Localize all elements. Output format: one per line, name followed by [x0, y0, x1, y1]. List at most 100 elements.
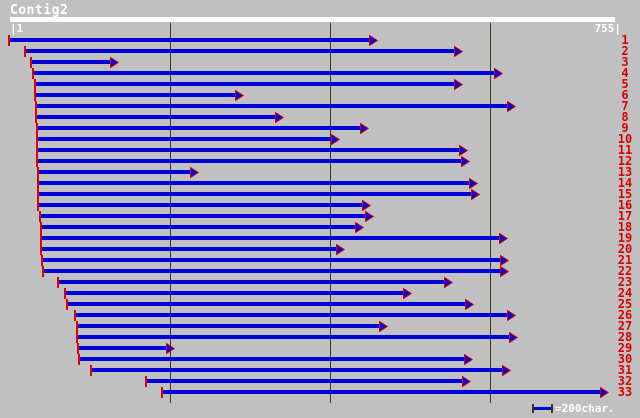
read-number: 10: [617, 132, 633, 146]
read-start-tick: [34, 79, 36, 90]
read-number: 31: [617, 363, 633, 377]
read-line: [80, 357, 466, 361]
arrowhead-icon: [464, 353, 474, 366]
arrowhead-icon: [469, 177, 479, 190]
arrowhead-icon: [235, 89, 245, 102]
read-line: [36, 93, 237, 97]
read-number: 23: [617, 275, 633, 289]
read-line: [37, 104, 509, 108]
read-line: [37, 115, 277, 119]
read-start-tick: [64, 288, 66, 299]
read-line: [38, 148, 461, 152]
read-start-tick: [24, 46, 26, 57]
arrowhead-icon: [369, 34, 379, 47]
read-start-tick: [32, 68, 34, 79]
arrowhead-icon: [507, 100, 517, 113]
read-line: [34, 71, 496, 75]
read-number: 6: [621, 88, 629, 102]
read-start-tick: [78, 354, 80, 365]
read-number: 4: [621, 66, 629, 80]
read-start-tick: [34, 90, 36, 101]
read-number: 32: [617, 374, 633, 388]
gridline: [330, 23, 331, 403]
read-number: 18: [617, 220, 633, 234]
arrowhead-icon: [459, 144, 469, 157]
read-start-tick: [36, 145, 38, 156]
arrowhead-icon: [509, 331, 519, 344]
read-line: [43, 258, 502, 262]
arrowhead-icon: [461, 155, 471, 168]
axis-end-label: 755|: [594, 22, 622, 35]
read-start-tick: [37, 178, 39, 189]
read-number: 2: [621, 44, 629, 58]
read-line: [42, 225, 357, 229]
read-start-tick: [76, 332, 78, 343]
read-number: 21: [617, 253, 633, 267]
read-number: 30: [617, 352, 633, 366]
read-start-tick: [35, 112, 37, 123]
arrowhead-icon: [336, 243, 346, 256]
arrowhead-icon: [500, 265, 510, 278]
read-line: [147, 379, 464, 383]
gridline: [490, 23, 491, 403]
read-line: [66, 291, 405, 295]
read-number: 26: [617, 308, 633, 322]
read-start-tick: [40, 244, 42, 255]
arrowhead-icon: [454, 45, 464, 58]
read-line: [42, 236, 501, 240]
read-number: 17: [617, 209, 633, 223]
read-line: [38, 137, 333, 141]
read-line: [38, 159, 463, 163]
read-number: 15: [617, 187, 633, 201]
read-number: 25: [617, 297, 633, 311]
legend-scale-bar: [534, 407, 551, 410]
read-start-tick: [36, 156, 38, 167]
read-number: 7: [621, 99, 629, 113]
legend-label: =200char.: [555, 402, 615, 415]
read-number: 9: [621, 121, 629, 135]
arrowhead-icon: [403, 287, 413, 300]
read-number: 22: [617, 264, 633, 278]
legend-left-tick: [532, 404, 534, 413]
read-line: [163, 390, 602, 394]
read-number: 24: [617, 286, 633, 300]
read-line: [32, 60, 112, 64]
arrowhead-icon: [331, 133, 341, 146]
contig-title: Contig2: [10, 3, 69, 18]
read-start-tick: [8, 35, 10, 46]
read-start-tick: [66, 299, 68, 310]
read-line: [41, 214, 367, 218]
read-line: [78, 324, 381, 328]
read-number: 28: [617, 330, 633, 344]
read-start-tick: [36, 123, 38, 134]
read-start-tick: [145, 376, 147, 387]
read-number: 33: [617, 385, 633, 399]
read-line: [26, 49, 456, 53]
arrowhead-icon: [465, 298, 475, 311]
read-start-tick: [37, 189, 39, 200]
read-number: 1: [621, 33, 629, 47]
read-line: [44, 269, 502, 273]
read-number: 12: [617, 154, 633, 168]
read-number: 5: [621, 77, 629, 91]
legend-right-tick: [551, 404, 553, 413]
read-line: [68, 302, 467, 306]
read-line: [39, 203, 364, 207]
read-number: 3: [621, 55, 629, 69]
read-number: 13: [617, 165, 633, 179]
arrowhead-icon: [462, 375, 472, 388]
read-line: [38, 126, 362, 130]
arrowhead-icon: [507, 309, 517, 322]
read-start-tick: [37, 167, 39, 178]
arrowhead-icon: [355, 221, 365, 234]
read-number: 27: [617, 319, 633, 333]
read-start-tick: [40, 233, 42, 244]
arrowhead-icon: [499, 232, 509, 245]
read-start-tick: [36, 134, 38, 145]
axis-start-label: |1: [10, 22, 24, 35]
read-number: 19: [617, 231, 633, 245]
read-line: [59, 280, 446, 284]
arrowhead-icon: [275, 111, 285, 124]
read-line: [39, 170, 192, 174]
